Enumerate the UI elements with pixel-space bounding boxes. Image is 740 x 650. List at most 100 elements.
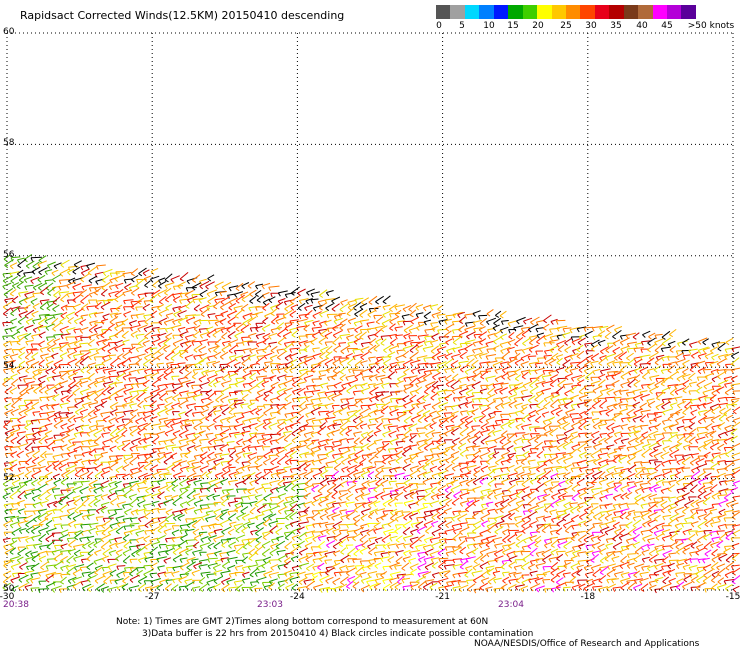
wind-barb: [577, 579, 588, 585]
wind-barb: [352, 475, 361, 485]
wind-barb: [53, 262, 62, 270]
wind-barb: [136, 391, 146, 402]
wind-barb: [403, 333, 411, 340]
wind-barb: [53, 523, 62, 529]
wind-barb: [163, 418, 175, 425]
wind-barb: [543, 394, 554, 402]
wind-barb: [326, 484, 336, 494]
wind-barb: [618, 403, 629, 409]
wind-barb: [675, 442, 683, 451]
wind-barb: [360, 487, 368, 494]
wind-barb: [283, 560, 291, 569]
wind-barb: [457, 540, 466, 549]
wind-barb: [346, 438, 355, 444]
wind-barb: [198, 328, 209, 334]
wind-barb: [297, 521, 309, 528]
wind-barb: [95, 524, 106, 531]
wind-barb: [688, 372, 696, 381]
wind-barb: [247, 316, 257, 326]
wind-barb: [408, 407, 416, 415]
wind-barb: [310, 445, 320, 453]
wind-barb: [283, 531, 294, 537]
wind-barb: [31, 470, 42, 479]
wind-barb: [93, 486, 104, 494]
wind-barb: [95, 419, 105, 425]
wind-barb: [429, 582, 438, 591]
wind-barb: [452, 475, 464, 482]
wind-barb: [408, 375, 418, 382]
wind-barb: [507, 497, 517, 507]
wind-barb: [219, 443, 229, 452]
wind-barb: [632, 401, 641, 409]
wind-barb: [114, 537, 122, 543]
wind-barb: [171, 525, 180, 530]
wind-barb: [576, 551, 587, 557]
wind-barb: [101, 555, 109, 562]
wind-barb: [494, 387, 503, 395]
wind-barb: [654, 344, 663, 353]
wind-barb: [585, 550, 594, 557]
wind-barb: [136, 368, 146, 374]
wind-barb: [387, 459, 396, 466]
wind-barb: [690, 507, 700, 514]
wind-barb: [711, 353, 719, 361]
wind-barb: [52, 393, 60, 402]
wind-barb: [319, 575, 330, 584]
wind-barb: [417, 442, 428, 452]
wind-barb: [199, 551, 207, 557]
wind-barb: [634, 466, 646, 473]
wind-barb: [730, 398, 740, 404]
wind-barb: [318, 521, 329, 528]
wind-barb: [165, 444, 176, 451]
wind-barb: [165, 548, 174, 556]
wind-barb: [730, 357, 740, 367]
wind-barb: [382, 423, 393, 430]
wind-barb: [291, 330, 298, 338]
wind-barb: [403, 479, 411, 486]
wind-barb: [437, 520, 447, 530]
wind-barb: [192, 274, 201, 283]
wind-barb: [156, 454, 167, 464]
wind-barb: [576, 350, 585, 360]
wind-barb: [669, 402, 678, 409]
wind-barb: [227, 479, 238, 486]
wind-barb: [207, 295, 217, 305]
wind-barb: [179, 465, 190, 473]
wind-barb: [472, 574, 483, 584]
wind-barb: [345, 511, 356, 520]
wind-barb: [689, 341, 698, 348]
wind-barb: [514, 368, 522, 376]
wind-barb: [296, 381, 307, 388]
wind-barb: [158, 425, 167, 431]
wind-barb: [424, 429, 436, 438]
wind-barb: [157, 565, 165, 571]
wind-barb: [51, 403, 60, 410]
wind-barb: [16, 556, 24, 564]
wind-barb: [466, 354, 475, 361]
wind-barb: [542, 369, 554, 375]
wind-barb: [228, 355, 237, 361]
wind-barb: [388, 345, 399, 353]
wind-barb: [389, 316, 400, 325]
wind-barb: [500, 421, 510, 430]
wind-barb: [423, 319, 432, 326]
wind-barb: [46, 414, 56, 422]
wind-barb: [107, 346, 116, 355]
wind-barb: [23, 510, 34, 516]
wind-barb: [277, 366, 288, 374]
wind-barb: [551, 586, 561, 593]
wind-barb: [205, 281, 215, 290]
wind-barb: [324, 416, 336, 423]
wind-barb: [487, 445, 497, 453]
wind-barb: [464, 470, 472, 478]
wind-barb: [149, 521, 159, 528]
wind-barb: [649, 374, 660, 381]
wind-barb: [480, 384, 489, 390]
wind-barb: [297, 302, 306, 311]
colorbar-segment: [551, 5, 566, 19]
wind-barb: [578, 491, 588, 500]
wind-barb: [690, 521, 699, 528]
wind-barb: [367, 344, 377, 354]
wind-barb: [501, 583, 508, 591]
wind-barb: [303, 345, 310, 353]
